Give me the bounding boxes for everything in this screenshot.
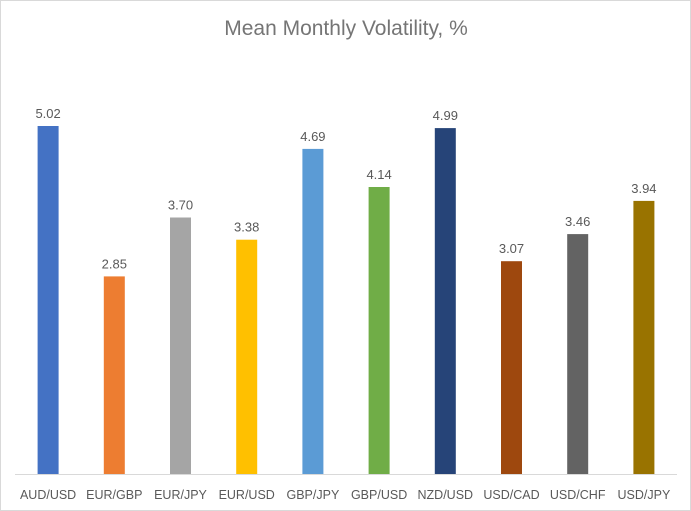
x-tick-label-eur-jpy: EUR/JPY bbox=[154, 488, 207, 502]
bar-nzd-usd bbox=[434, 128, 456, 474]
bar-usd-jpy bbox=[633, 200, 655, 474]
bar-eur-gbp bbox=[103, 276, 125, 474]
bar-aud-usd bbox=[37, 126, 59, 474]
x-tick-label-nzd-usd: NZD/USD bbox=[418, 488, 474, 502]
data-label-usd-jpy: 3.94 bbox=[631, 181, 656, 196]
x-tick-label-usd-jpy: USD/JPY bbox=[618, 488, 671, 502]
data-label-gbp-usd: 4.14 bbox=[366, 167, 391, 182]
x-tick-label-aud-usd: AUD/USD bbox=[20, 488, 76, 502]
bar-eur-usd bbox=[236, 239, 258, 474]
x-tick-label-eur-gbp: EUR/GBP bbox=[86, 488, 142, 502]
data-label-eur-jpy: 3.70 bbox=[168, 198, 193, 213]
data-label-eur-gbp: 2.85 bbox=[102, 256, 127, 271]
x-tick-label-gbp-usd: GBP/USD bbox=[351, 488, 407, 502]
data-label-eur-usd: 3.38 bbox=[234, 220, 259, 235]
bars-layer bbox=[37, 126, 655, 474]
bar-gbp-jpy bbox=[302, 148, 324, 474]
data-label-nzd-usd: 4.99 bbox=[433, 108, 458, 123]
x-tick-label-eur-usd: EUR/USD bbox=[219, 488, 275, 502]
data-label-aud-usd: 5.02 bbox=[35, 106, 60, 121]
bar-gbp-usd bbox=[368, 187, 390, 474]
bar-usd-chf bbox=[567, 234, 589, 474]
x-tick-label-usd-chf: USD/CHF bbox=[550, 488, 606, 502]
data-labels-layer: 5.02 2.85 3.70 3.38 4.69 4.14 4.99 3.07 3.46 3.94 bbox=[35, 106, 656, 271]
chart-title: Mean Monthly Volatility, % bbox=[224, 17, 468, 40]
x-tick-labels-layer: AUD/USD EUR/GBP EUR/JPY EUR/USD GBP/JPY GBP/U… bbox=[20, 488, 671, 502]
x-tick-label-usd-cad: USD/CAD bbox=[483, 488, 539, 502]
bar-usd-cad bbox=[501, 261, 522, 474]
data-label-gbp-jpy: 4.69 bbox=[300, 129, 325, 144]
bar-eur-jpy bbox=[170, 217, 191, 474]
x-tick-label-gbp-jpy: GBP/JPY bbox=[287, 488, 340, 502]
data-label-usd-cad: 3.07 bbox=[499, 241, 524, 256]
data-label-usd-chf: 3.46 bbox=[565, 214, 590, 229]
